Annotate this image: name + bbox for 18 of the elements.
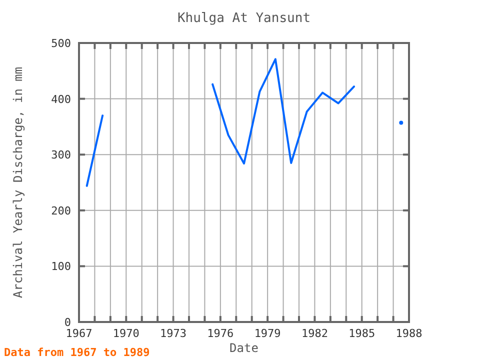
y-tick-label: 0 [64, 316, 71, 329]
x-axis-title: Date [230, 341, 258, 355]
y-axis-title: Archival Yearly Discharge, in mm [11, 66, 25, 298]
y-tick-label: 100 [51, 260, 71, 274]
x-tick-label: 1967 [66, 327, 92, 340]
x-tick-label: 1979 [254, 327, 281, 340]
x-tick-label: 1973 [160, 327, 187, 340]
x-tick-label: 1982 [301, 327, 328, 340]
x-tick-label: 1985 [348, 327, 376, 340]
x-tick-label: 1970 [112, 327, 140, 340]
x-tick-label: 1976 [207, 327, 234, 340]
y-tick-label: 400 [51, 92, 71, 106]
chart-title: Khulga At Yansunt [177, 11, 311, 26]
y-tick-label: 200 [51, 204, 71, 218]
text: Data from 1967 to 1989 [4, 346, 150, 359]
x-tick-label: 1988 [396, 327, 422, 340]
y-tick-label: 300 [51, 148, 71, 162]
y-tick-label: 500 [51, 37, 71, 50]
